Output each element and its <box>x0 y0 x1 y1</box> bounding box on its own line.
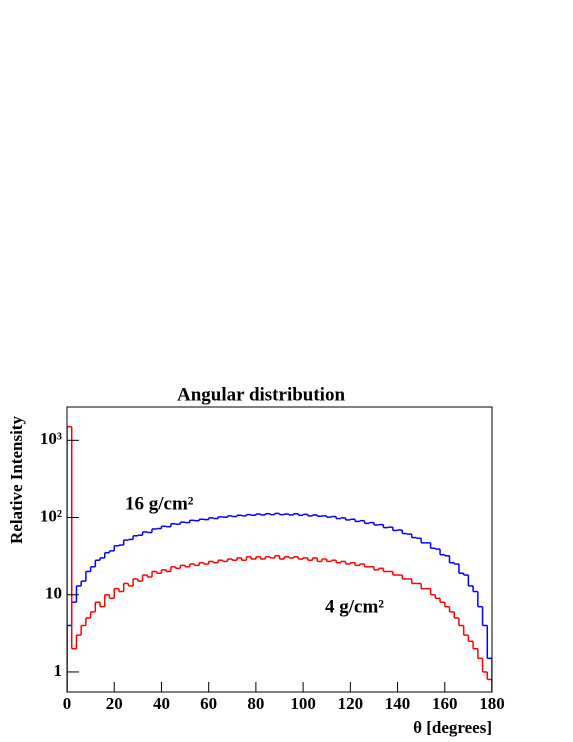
plot-area <box>67 425 492 692</box>
x-tick-label: 0 <box>63 694 72 713</box>
chart-title: Angular distribution <box>177 384 345 405</box>
x-axis-label: θ [degrees] <box>413 718 492 737</box>
x-tick-label: 100 <box>290 694 316 713</box>
y-axis-label: Relative Intensity <box>7 416 26 544</box>
y-tick-label: 10² <box>40 506 62 525</box>
x-tick-label: 180 <box>479 694 505 713</box>
x-tick-label: 120 <box>338 694 364 713</box>
x-tick-label: 60 <box>200 694 217 713</box>
y-tick-label: 1 <box>54 661 63 680</box>
x-tick-label: 40 <box>153 694 170 713</box>
x-tick-label: 160 <box>432 694 458 713</box>
y-tick-label: 10³ <box>40 429 62 448</box>
annotation: 4 g/cm² <box>325 596 384 617</box>
x-tick-label: 80 <box>247 694 264 713</box>
y-tick-label: 10 <box>45 584 62 603</box>
frame <box>66 406 493 693</box>
x-tick-label: 20 <box>106 694 123 713</box>
annotation: 16 g/cm² <box>125 493 194 514</box>
x-tick-label: 140 <box>385 694 411 713</box>
